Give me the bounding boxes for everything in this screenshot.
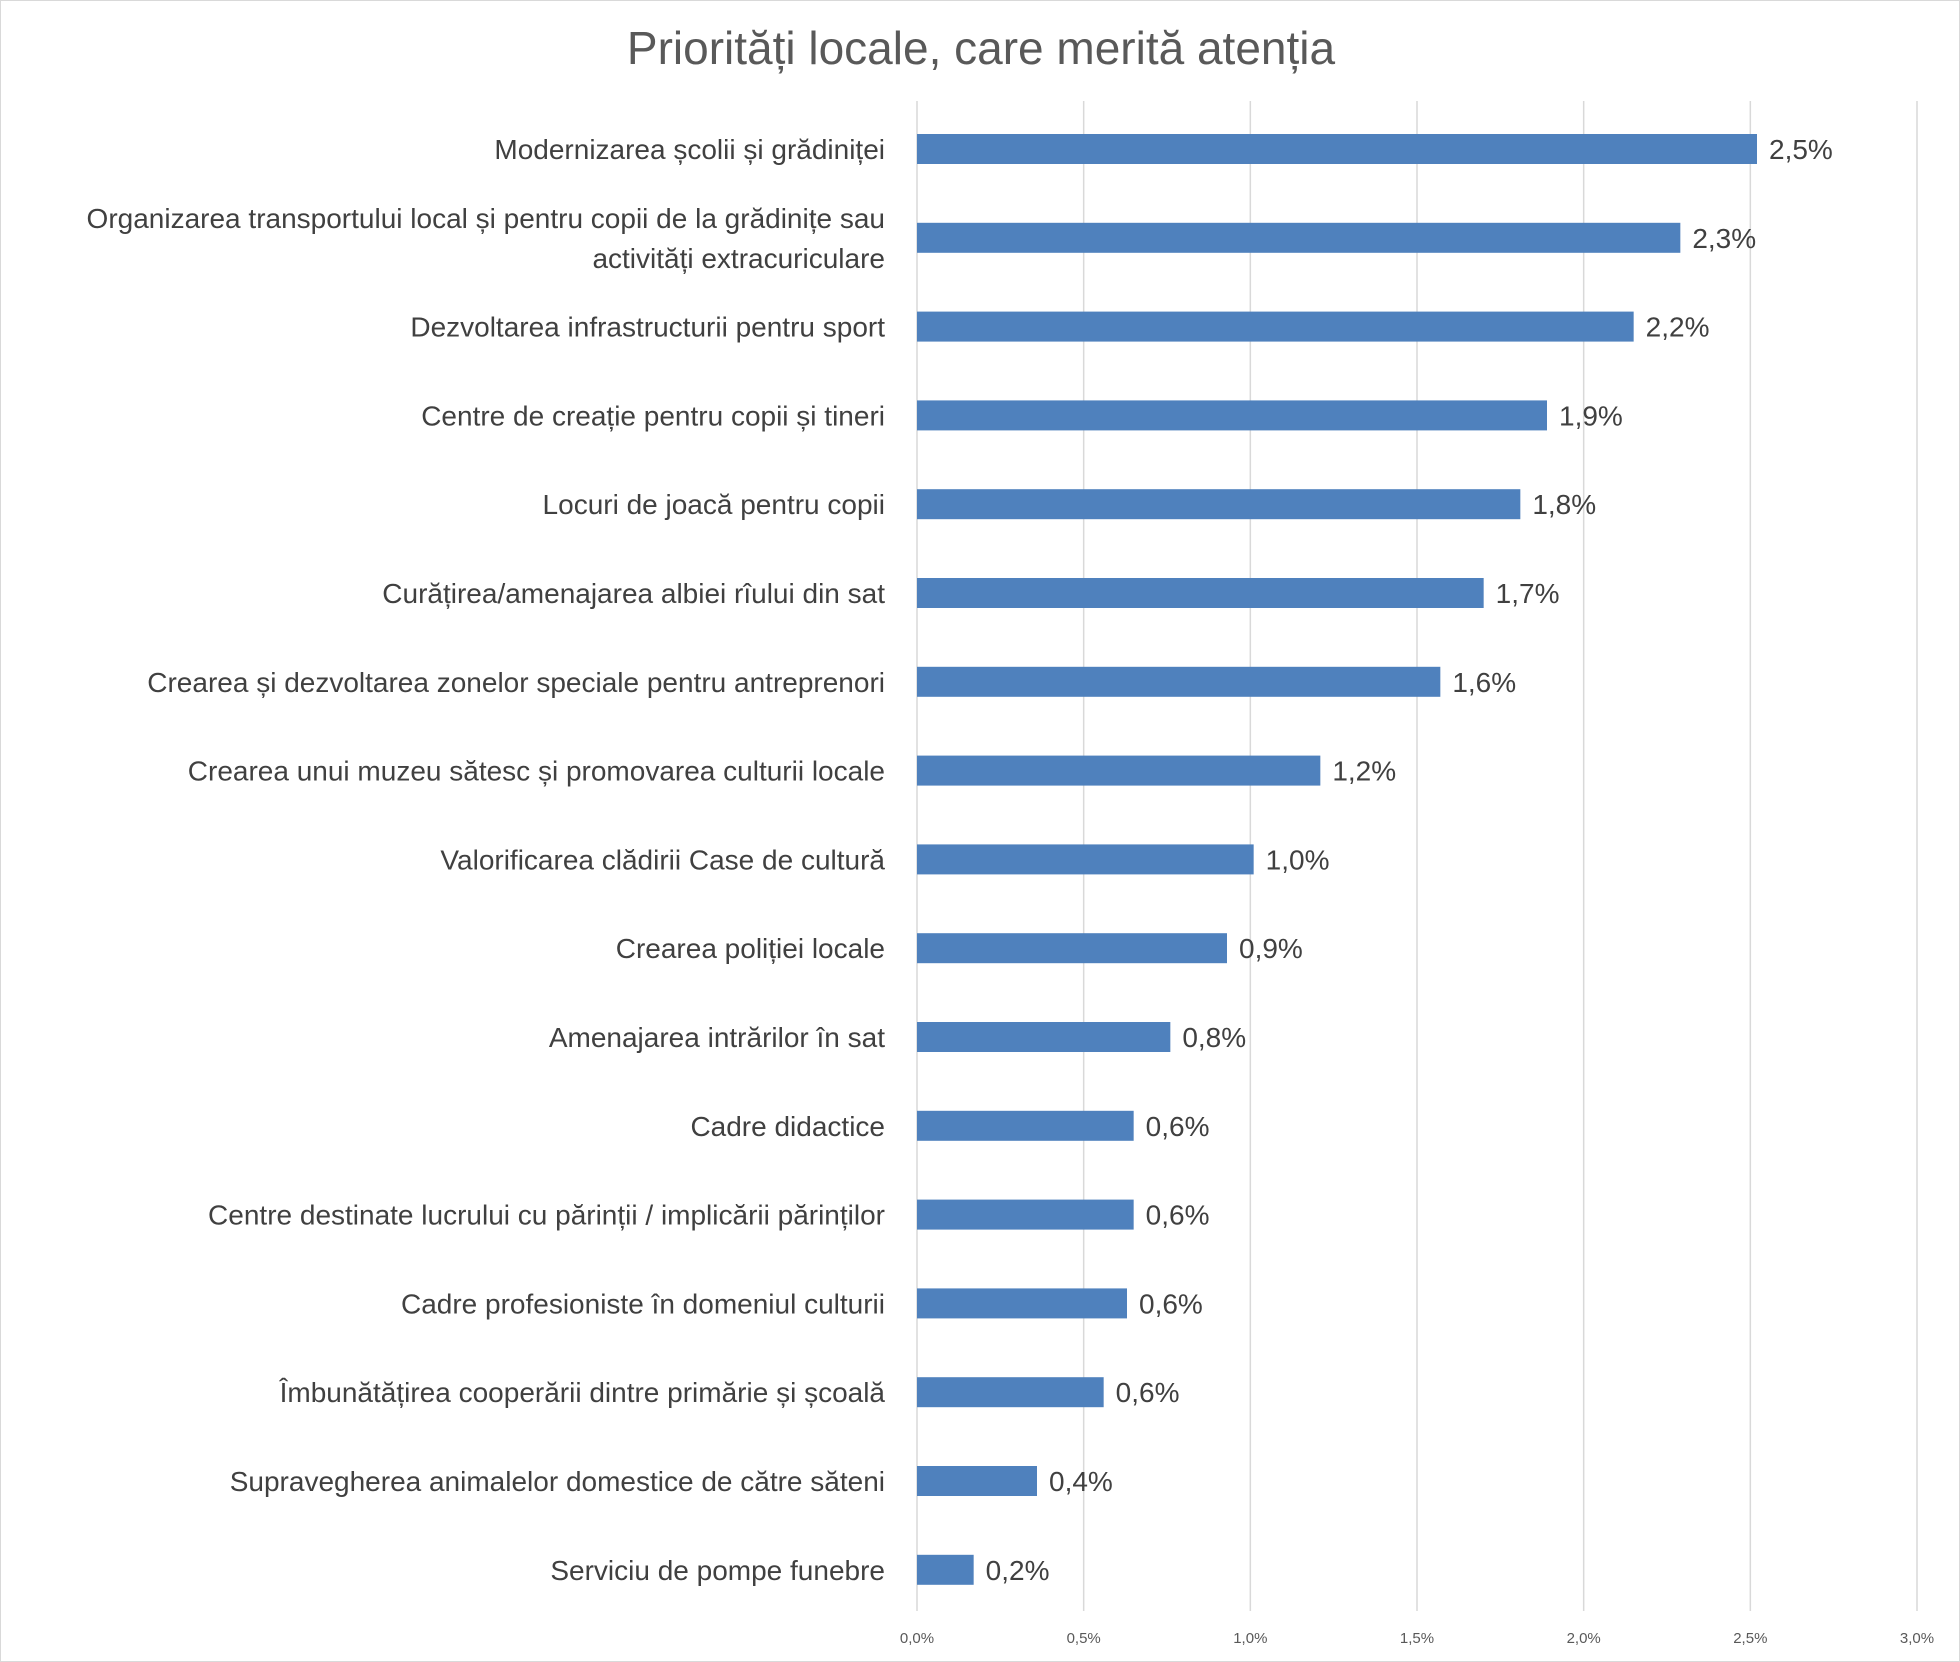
x-tick-label: 1,0% — [1233, 1630, 1267, 1647]
value-label: 1,0% — [1266, 844, 1330, 875]
value-label: 1,6% — [1452, 667, 1516, 698]
bar — [917, 933, 1227, 964]
category-label: Crearea și dezvoltarea zonelor speciale … — [147, 667, 885, 698]
value-label: 2,3% — [1692, 223, 1756, 254]
value-label: 0,6% — [1139, 1288, 1203, 1319]
category-label: Îmbunătățirea cooperării dintre primărie… — [279, 1377, 886, 1408]
value-label: 1,2% — [1332, 756, 1396, 787]
bar — [917, 1466, 1037, 1496]
x-tick-label: 1,5% — [1400, 1630, 1434, 1647]
x-tick-label: 0,0% — [900, 1630, 934, 1647]
x-tick-label: 2,5% — [1733, 1630, 1767, 1647]
bar — [917, 489, 1521, 520]
bar — [917, 1554, 974, 1585]
category-label: Centre destinate lucrului cu părinții / … — [208, 1200, 885, 1231]
category-label: Crearea poliției locale — [616, 933, 885, 964]
value-label: 2,2% — [1646, 312, 1710, 343]
x-tick-label: 0,5% — [1067, 1630, 1101, 1647]
value-label: 1,9% — [1559, 400, 1623, 431]
value-label: 0,4% — [1049, 1466, 1113, 1497]
value-label: 0,6% — [1146, 1200, 1210, 1231]
category-label: Crearea unui muzeu sătesc și promovarea … — [188, 756, 885, 787]
category-label: Organizarea transportului local și pentr… — [87, 203, 885, 274]
category-label: Supravegherea animalelor domestice de că… — [230, 1466, 885, 1497]
category-label: Serviciu de pompe funebre — [550, 1555, 885, 1586]
bar — [917, 666, 1441, 697]
bar — [917, 1377, 1104, 1408]
bar — [917, 222, 1681, 253]
labels: 0,0% 0,5% 1,0% 1,5% 2,0% 2,5% 3,0% 2,5% Moderniz… — [87, 134, 1935, 1647]
bar — [917, 1022, 1171, 1052]
bar — [917, 311, 1634, 342]
value-label: 0,8% — [1182, 1022, 1246, 1053]
category-label: Locuri de joacă pentru copii — [543, 489, 885, 520]
chart-title: Priorități locale, care merită atenția — [626, 22, 1336, 74]
bar — [917, 578, 1484, 608]
category-label: Curățirea/amenajarea albiei rîului din s… — [382, 578, 885, 609]
bar — [917, 1110, 1134, 1141]
category-label: Modernizarea școlii și grădiniței — [494, 134, 885, 165]
value-label: 0,9% — [1239, 933, 1303, 964]
value-label: 0,6% — [1116, 1377, 1180, 1408]
x-tick-label: 3,0% — [1900, 1630, 1934, 1647]
category-label: Dezvoltarea infrastructurii pentru sport — [410, 312, 885, 343]
x-tick-label: 2,0% — [1567, 1630, 1601, 1647]
category-label: Cadre didactice — [690, 1111, 885, 1142]
bar — [917, 844, 1254, 875]
bar — [917, 1288, 1127, 1319]
value-label: 2,5% — [1769, 134, 1833, 165]
category-label: Centre de creație pentru copii și tineri — [421, 400, 885, 431]
value-label: 1,8% — [1532, 489, 1596, 520]
category-label: Cadre profesioniste în domeniul culturii — [401, 1288, 885, 1319]
value-label: 0,2% — [986, 1555, 1050, 1586]
bar — [917, 134, 1757, 164]
bar — [917, 1199, 1134, 1230]
category-label: Amenajarea intrărilor în sat — [549, 1022, 885, 1053]
value-label: 0,6% — [1146, 1111, 1210, 1142]
bars — [917, 134, 1757, 1585]
bar — [917, 755, 1321, 786]
value-label: 1,7% — [1496, 578, 1560, 609]
category-label: Valorificarea clădirii Case de cultură — [440, 844, 885, 875]
bar — [917, 400, 1547, 431]
